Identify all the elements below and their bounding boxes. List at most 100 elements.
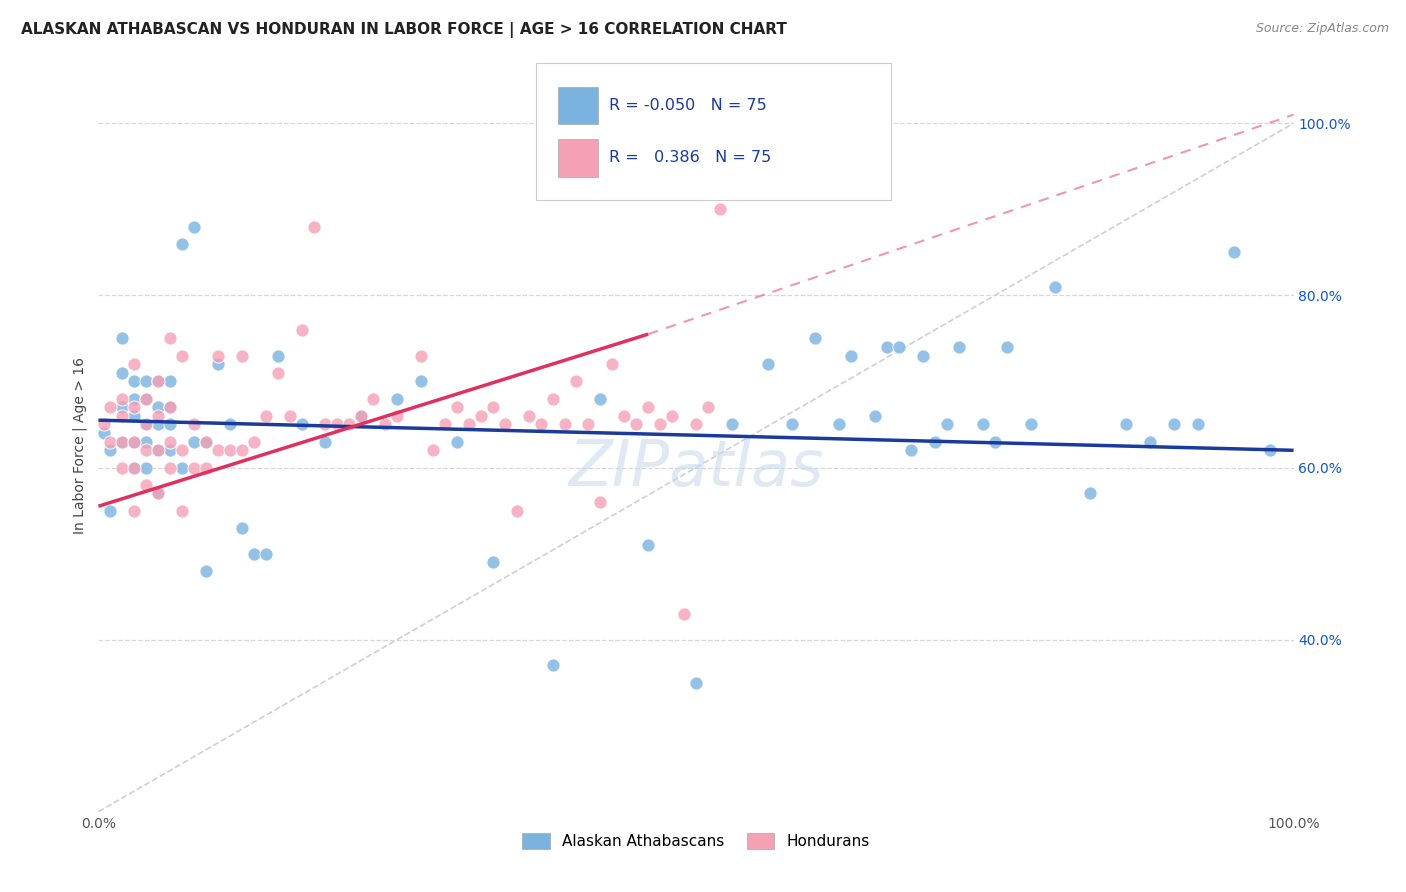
Alaskan Athabascans (195, 564, 218, 578)
Text: R = -0.050   N = 75: R = -0.050 N = 75 (609, 98, 766, 112)
Alaskan Athabascans (924, 434, 946, 449)
Alaskan Athabascans (780, 417, 803, 432)
Hondurans (124, 357, 146, 371)
Alaskan Athabascans (231, 521, 253, 535)
Hondurans (673, 607, 696, 621)
Alaskan Athabascans (111, 434, 134, 449)
Hondurans (422, 443, 444, 458)
Hondurans (172, 503, 194, 517)
Hondurans (374, 417, 396, 432)
Alaskan Athabascans (900, 443, 922, 458)
Alaskan Athabascans (243, 547, 266, 561)
Hondurans (93, 417, 115, 432)
Hondurans (506, 503, 529, 517)
Hondurans (613, 409, 636, 423)
Y-axis label: In Labor Force | Age > 16: In Labor Force | Age > 16 (73, 358, 87, 534)
Alaskan Athabascans (124, 392, 146, 406)
Hondurans (291, 323, 314, 337)
Hondurans (243, 434, 266, 449)
Alaskan Athabascans (135, 417, 157, 432)
Hondurans (685, 417, 707, 432)
Alaskan Athabascans (1139, 434, 1161, 449)
Text: R =   0.386   N = 75: R = 0.386 N = 75 (609, 151, 770, 165)
Alaskan Athabascans (756, 357, 779, 371)
Alaskan Athabascans (948, 340, 970, 354)
Alaskan Athabascans (936, 417, 959, 432)
Hondurans (326, 417, 349, 432)
Alaskan Athabascans (637, 538, 659, 552)
Alaskan Athabascans (124, 434, 146, 449)
Hondurans (159, 434, 181, 449)
Hondurans (709, 202, 731, 217)
Alaskan Athabascans (267, 349, 290, 363)
Hondurans (183, 460, 205, 475)
Hondurans (589, 495, 612, 509)
Legend: Alaskan Athabascans, Hondurans: Alaskan Athabascans, Hondurans (516, 827, 876, 855)
Alaskan Athabascans (1258, 443, 1281, 458)
Hondurans (124, 401, 146, 415)
Hondurans (481, 401, 505, 415)
Alaskan Athabascans (876, 340, 898, 354)
Alaskan Athabascans (972, 417, 994, 432)
Alaskan Athabascans (291, 417, 314, 432)
Alaskan Athabascans (207, 357, 229, 371)
Hondurans (565, 375, 588, 389)
Hondurans (315, 417, 337, 432)
Hondurans (350, 409, 373, 423)
Alaskan Athabascans (111, 331, 134, 345)
Alaskan Athabascans (984, 434, 1007, 449)
Hondurans (135, 443, 157, 458)
Alaskan Athabascans (93, 426, 115, 441)
Hondurans (172, 349, 194, 363)
Hondurans (195, 460, 218, 475)
Alaskan Athabascans (541, 658, 564, 673)
Alaskan Athabascans (159, 417, 181, 432)
Text: Source: ZipAtlas.com: Source: ZipAtlas.com (1256, 22, 1389, 36)
Hondurans (148, 375, 170, 389)
Alaskan Athabascans (889, 340, 911, 354)
Alaskan Athabascans (219, 417, 242, 432)
Alaskan Athabascans (159, 375, 181, 389)
Hondurans (254, 409, 277, 423)
Hondurans (135, 417, 157, 432)
Alaskan Athabascans (148, 443, 170, 458)
Alaskan Athabascans (865, 409, 887, 423)
Hondurans (159, 401, 181, 415)
Hondurans (219, 443, 242, 458)
Hondurans (661, 409, 683, 423)
Alaskan Athabascans (481, 555, 505, 569)
Alaskan Athabascans (685, 675, 707, 690)
Hondurans (135, 392, 157, 406)
Hondurans (648, 417, 672, 432)
Hondurans (363, 392, 385, 406)
Alaskan Athabascans (159, 443, 181, 458)
Alaskan Athabascans (911, 349, 934, 363)
Hondurans (98, 401, 122, 415)
Alaskan Athabascans (183, 434, 205, 449)
Alaskan Athabascans (135, 460, 157, 475)
Alaskan Athabascans (385, 392, 409, 406)
Alaskan Athabascans (172, 460, 194, 475)
Hondurans (541, 392, 564, 406)
Hondurans (207, 443, 229, 458)
Alaskan Athabascans (135, 375, 157, 389)
Alaskan Athabascans (111, 366, 134, 380)
Hondurans (111, 460, 134, 475)
Alaskan Athabascans (350, 409, 373, 423)
Hondurans (339, 417, 361, 432)
Alaskan Athabascans (1163, 417, 1185, 432)
Hondurans (124, 503, 146, 517)
Alaskan Athabascans (172, 236, 194, 251)
Hondurans (530, 417, 553, 432)
Hondurans (135, 477, 157, 491)
Alaskan Athabascans (828, 417, 851, 432)
Alaskan Athabascans (195, 434, 218, 449)
Hondurans (385, 409, 409, 423)
Hondurans (231, 443, 253, 458)
Hondurans (98, 434, 122, 449)
Alaskan Athabascans (159, 401, 181, 415)
Hondurans (111, 434, 134, 449)
Hondurans (148, 486, 170, 500)
Hondurans (578, 417, 600, 432)
Alaskan Athabascans (1019, 417, 1042, 432)
